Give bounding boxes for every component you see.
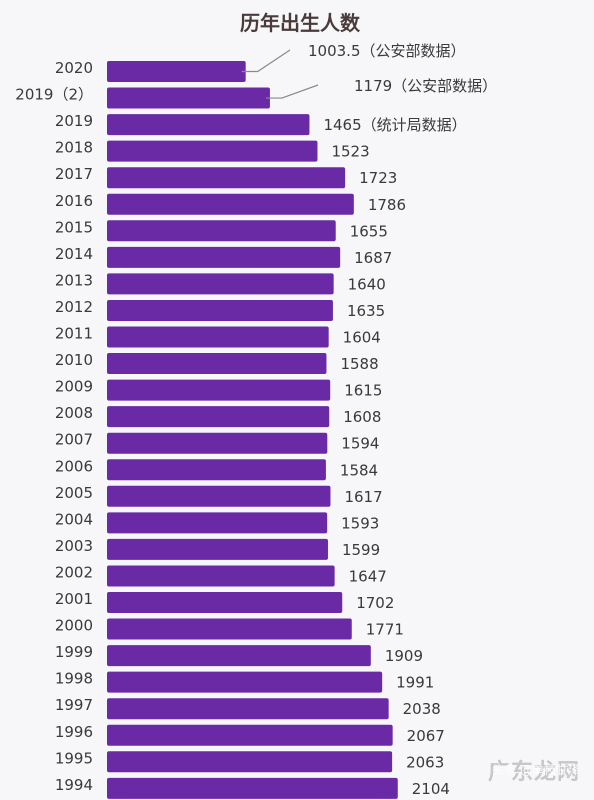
value-label: 1604 [343,329,381,347]
bar [107,379,331,401]
bar [107,698,389,720]
bars-layer: 2020 1003.5（公安部数据） 2019（2） 1179（公安部数据） 2019 1… [15,42,497,799]
value-label: 1635 [347,302,385,320]
category-label: 1994 [55,776,93,794]
category-label: 2014 [55,245,93,263]
category-label: 1999 [55,643,93,661]
watermark-author: 头条 @单枝甘泽 [492,763,580,777]
value-label: 1599 [342,541,380,559]
value-label: 1179（公安部数据） [354,77,497,95]
category-label: 2019（2） [15,86,93,104]
value-label: 1608 [343,408,381,426]
category-label: 2005 [55,484,93,502]
bar [107,565,335,587]
value-label: 1991 [396,674,434,692]
bar [107,432,328,454]
value-label: 1003.5（公安部数据） [308,42,466,60]
category-label: 2001 [55,590,93,608]
category-label: 1997 [55,696,93,714]
category-label: 1995 [55,749,93,767]
value-label: 1617 [344,488,382,506]
bar [107,751,393,773]
value-label: 2038 [403,700,441,718]
bar [107,299,333,321]
bar [107,114,310,136]
category-label: 2019 [55,112,93,130]
category-label: 2004 [55,510,93,528]
value-label: 1584 [340,461,378,479]
category-label: 2010 [55,351,93,369]
category-label: 1996 [55,723,93,741]
category-label: 2006 [55,457,93,475]
category-label: 2003 [55,537,93,555]
value-label: 1523 [331,143,369,161]
bar [107,671,383,693]
value-label: 1594 [341,435,379,453]
bar [107,246,341,268]
leader-line [265,84,319,99]
value-label: 1465（统计局数据） [323,116,466,134]
bar [107,618,352,640]
bar [107,485,331,507]
value-label: 2063 [406,753,444,771]
category-label: 2009 [55,378,93,396]
category-label: 2015 [55,218,93,236]
bar [107,353,327,375]
bar [107,777,398,799]
category-label: 2013 [55,271,93,289]
bar [107,326,329,348]
bar [107,406,330,428]
value-label: 2067 [407,727,445,745]
value-label: 1593 [341,514,379,532]
category-label: 2016 [55,192,93,210]
value-label: 1687 [354,249,392,267]
bar [107,592,343,613]
value-label: 1640 [348,275,386,293]
category-label: 2020 [55,59,93,77]
value-label: 1615 [344,382,382,400]
bar [107,724,393,746]
value-label: 1909 [385,647,423,665]
value-label: 1588 [340,355,378,373]
bar [107,220,336,242]
category-label: 2012 [55,298,93,316]
category-label: 2017 [55,165,93,183]
value-label: 1655 [350,222,388,240]
category-label: 2007 [55,431,93,449]
category-label: 2008 [55,404,93,422]
bar [107,167,346,189]
bar [107,193,354,215]
bar [107,61,246,82]
bar [107,645,371,667]
value-label: 1702 [356,594,394,612]
category-label: 2018 [55,139,93,157]
value-label: 1723 [359,169,397,187]
value-label: 1771 [366,621,404,639]
value-label: 1647 [349,567,387,585]
chart-title: 历年出生人数 [240,11,361,35]
value-label: 2104 [412,780,450,798]
leader-line [241,49,291,73]
value-label: 1786 [368,196,406,214]
bar [107,140,318,162]
bar [107,87,270,109]
bar [107,538,328,560]
category-label: 1998 [55,670,93,688]
bar [107,512,328,534]
bar [107,459,326,481]
category-label: 2011 [55,325,93,343]
category-label: 2002 [55,563,93,581]
category-label: 2000 [55,617,93,635]
watermark-site: 广东龙网 [487,760,580,785]
bar [107,273,334,295]
